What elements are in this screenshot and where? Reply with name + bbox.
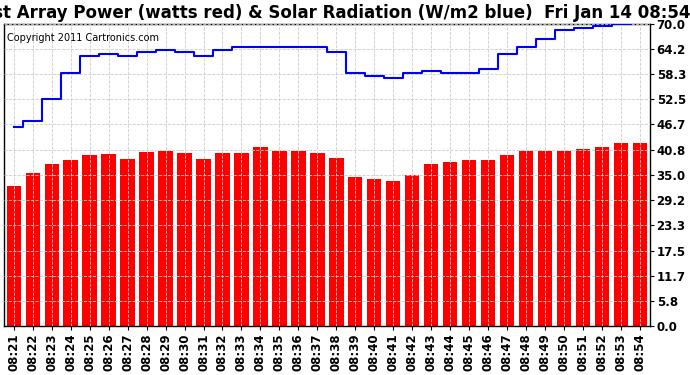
Text: Copyright 2011 Cartronics.com: Copyright 2011 Cartronics.com: [8, 33, 159, 43]
Bar: [614, 142, 629, 326]
Bar: [405, 175, 420, 326]
Bar: [329, 158, 344, 326]
Bar: [273, 151, 286, 326]
Bar: [235, 153, 248, 326]
Bar: [291, 151, 306, 326]
Bar: [101, 154, 116, 326]
Bar: [197, 159, 210, 326]
Bar: [253, 147, 268, 326]
Bar: [6, 186, 21, 326]
Bar: [481, 160, 495, 326]
Bar: [443, 162, 457, 326]
Bar: [83, 156, 97, 326]
Bar: [215, 153, 230, 326]
Bar: [139, 153, 154, 326]
Bar: [177, 153, 192, 326]
Bar: [121, 159, 135, 326]
Bar: [576, 149, 591, 326]
Bar: [45, 164, 59, 326]
Bar: [159, 151, 172, 326]
Bar: [519, 151, 533, 326]
Title: West Array Power (watts red) & Solar Radiation (W/m2 blue)  Fri Jan 14 08:54: West Array Power (watts red) & Solar Rad…: [0, 4, 690, 22]
Bar: [348, 177, 362, 326]
Bar: [462, 160, 476, 326]
Bar: [595, 147, 609, 326]
Bar: [557, 151, 571, 326]
Bar: [424, 164, 438, 326]
Bar: [367, 179, 382, 326]
Bar: [310, 153, 324, 326]
Bar: [538, 151, 552, 326]
Bar: [633, 142, 647, 326]
Bar: [26, 173, 40, 326]
Bar: [386, 182, 400, 326]
Bar: [500, 156, 514, 326]
Bar: [63, 160, 78, 326]
